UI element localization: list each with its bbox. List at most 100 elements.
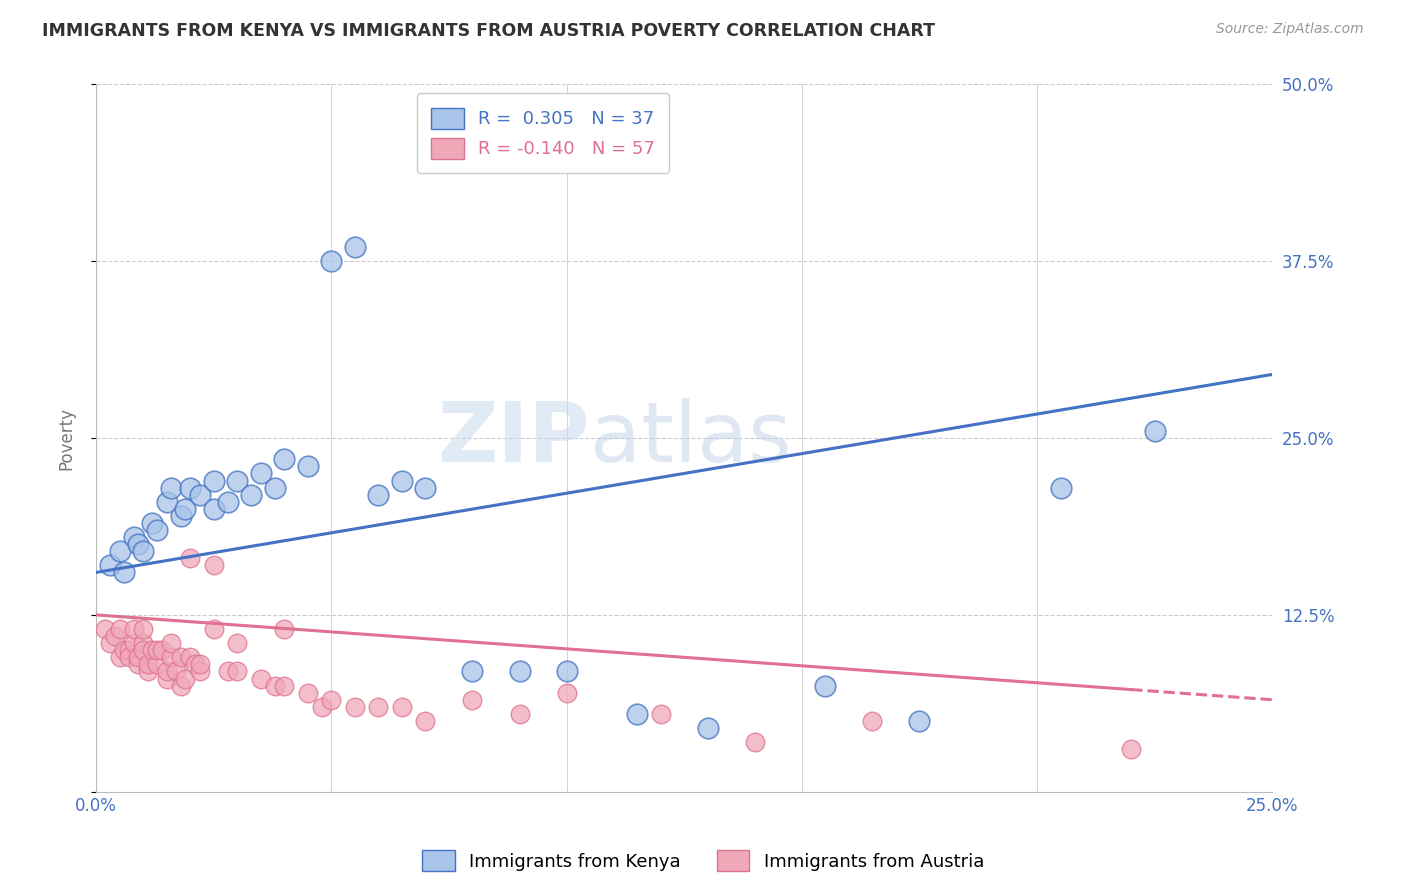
Point [555,665,578,679]
Text: ZIP: ZIP [437,398,591,479]
Point [160,636,183,650]
Point [188,665,211,679]
Point [626,706,648,721]
Point [297,459,319,474]
Point [146,643,169,657]
Point [98,558,121,573]
Point [391,474,413,488]
Point [367,488,389,502]
Point [415,481,437,495]
Point [391,699,413,714]
Point [696,721,718,735]
Point [202,622,225,636]
Point [122,622,145,636]
Point [1121,742,1143,756]
Point [112,643,135,657]
Point [744,735,766,749]
Point [217,665,239,679]
Point [94,622,117,636]
Text: IMMIGRANTS FROM KENYA VS IMMIGRANTS FROM AUSTRIA POVERTY CORRELATION CHART: IMMIGRANTS FROM KENYA VS IMMIGRANTS FROM… [42,22,935,40]
Point [179,481,201,495]
Point [202,558,225,573]
Point [273,452,295,467]
Point [104,629,127,643]
Point [98,636,121,650]
Point [188,657,211,672]
Point [343,240,366,254]
Point [160,481,183,495]
Point [108,622,131,636]
Point [509,665,531,679]
Point [226,665,249,679]
Point [297,686,319,700]
Point [118,643,141,657]
Point [127,657,149,672]
Point [1143,424,1166,438]
Point [155,672,177,686]
Point [461,665,484,679]
Legend: Immigrants from Kenya, Immigrants from Austria: Immigrants from Kenya, Immigrants from A… [415,843,991,879]
Point [311,699,333,714]
Point [136,657,159,672]
Point [141,516,163,530]
Point [240,488,263,502]
Point [321,254,343,268]
Legend: R =  0.305   N = 37, R = -0.140   N = 57: R = 0.305 N = 37, R = -0.140 N = 57 [416,94,669,173]
Point [155,665,177,679]
Point [132,544,155,558]
Point [273,679,295,693]
Point [179,650,201,665]
Point [650,706,672,721]
Point [263,679,285,693]
Y-axis label: Poverty: Poverty [58,407,75,469]
Point [184,657,207,672]
Point [127,537,149,551]
Point [118,650,141,665]
Point [343,699,366,714]
Point [249,672,271,686]
Point [174,501,197,516]
Point [461,692,484,706]
Point [141,643,163,657]
Point [108,544,131,558]
Point [226,474,249,488]
Point [155,494,177,508]
Point [555,686,578,700]
Point [146,523,169,537]
Point [127,650,149,665]
Text: Source: ZipAtlas.com: Source: ZipAtlas.com [1216,22,1364,37]
Point [170,508,193,523]
Point [273,622,295,636]
Text: atlas: atlas [591,398,792,479]
Point [132,643,155,657]
Point [862,714,884,728]
Point [321,692,343,706]
Point [509,706,531,721]
Point [263,481,285,495]
Point [122,530,145,544]
Point [174,672,197,686]
Point [814,679,837,693]
Point [160,650,183,665]
Point [108,650,131,665]
Point [367,699,389,714]
Point [132,636,155,650]
Point [226,636,249,650]
Point [188,488,211,502]
Point [132,622,155,636]
Point [146,657,169,672]
Point [170,650,193,665]
Point [1049,481,1071,495]
Point [136,665,159,679]
Point [202,501,225,516]
Point [217,494,239,508]
Point [415,714,437,728]
Point [112,566,135,580]
Point [908,714,931,728]
Point [202,474,225,488]
Point [165,665,187,679]
Point [249,467,271,481]
Point [122,636,145,650]
Point [179,551,201,566]
Point [170,679,193,693]
